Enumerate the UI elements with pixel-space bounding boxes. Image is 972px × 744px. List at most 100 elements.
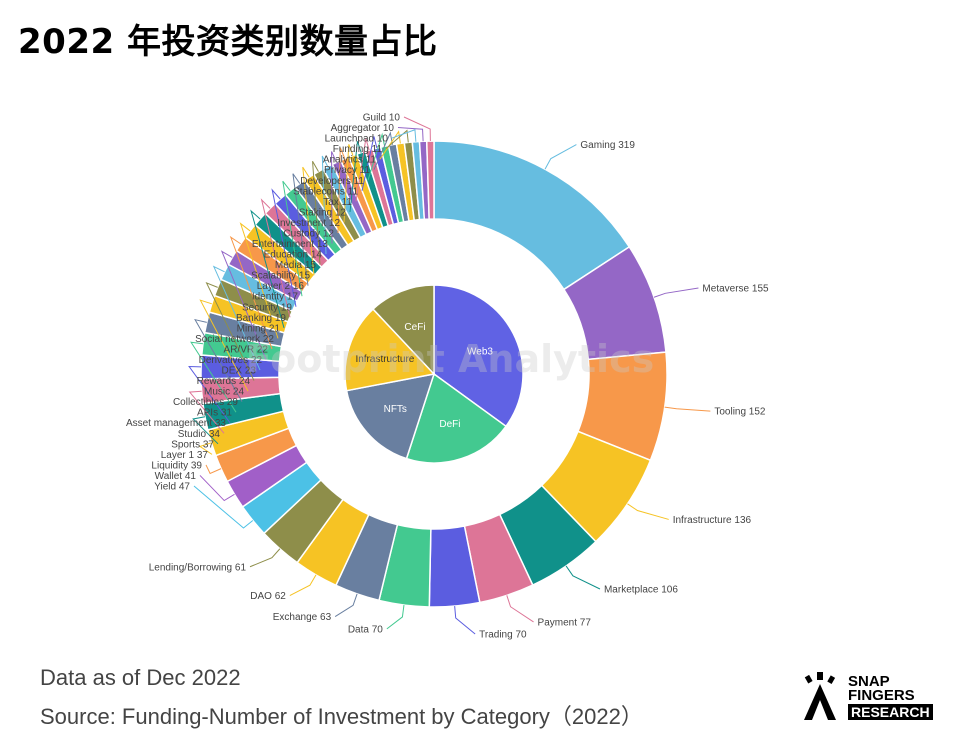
leader-line-launchpad [391,129,417,142]
slice-label-exchange: Exchange 63 [273,612,332,623]
slice-label-scalability: Scalability 15 [251,271,310,282]
slice-label-layer-1: Layer 1 37 [161,450,209,461]
leader-line-staking [349,141,362,212]
slice-label-ar-vr: AR/VR 22 [224,344,269,355]
inner-label-cefi: CeFi [404,322,425,333]
slice-label-studio: Studio 34 [178,429,221,440]
leader-line-tooling [664,406,711,412]
leader-line-apis [190,341,237,413]
leader-line-collectibles [194,318,243,402]
slice-label-education: Education 14 [264,250,323,261]
slice-label-dao: DAO 62 [250,591,286,602]
leader-line-ar-vr [229,235,273,350]
leader-line-identity [282,180,303,297]
inner-pie: Web3 DeFi NFTs Infrastructure CeFi [344,284,524,464]
leader-line-banking [260,198,291,318]
slice-label-apis: APIs 31 [197,408,232,419]
leader-line-sports [192,416,219,445]
outer-labels: Gaming 319 Metaverse 155 Tooling 152 Infras… [126,113,769,641]
leader-line-funding [385,129,409,150]
slice-label-layer-2: Layer 2 16 [257,281,305,292]
leader-line-rewards [205,281,255,381]
leader-line-liquidity [205,464,222,475]
slice-label-launchpad: Launchpad 10 [325,134,389,145]
slice-label-aggregator: Aggregator 10 [331,123,395,134]
slice-label-funding: Funding 11 [333,144,383,155]
leader-line-education [321,155,329,255]
leader-line-payment [506,595,534,623]
leader-line-developers [367,132,386,181]
leader-line-investment [343,144,354,223]
leader-line-infrastructure [627,503,669,520]
leader-line-layer-1 [198,442,213,455]
slice-label-wallet: Wallet 41 [155,471,197,482]
leader-line-lending-borrowing [249,548,281,568]
slice-label-payment: Payment 77 [538,617,592,628]
inner-slice-nfts [345,373,436,460]
slice-label-analytics: Analytics 11 [323,155,377,166]
slice-label-tooling: Tooling 152 [714,407,766,418]
slice-label-liquidity: Liquidity 39 [151,460,202,471]
slice-label-banking: Banking 19 [236,313,286,324]
slice-label-yield: Yield 47 [154,482,190,493]
logo-text-snap: SNAP [848,673,890,690]
slice-label-media: Media 15 [275,260,317,271]
inner-label-nfts: NFTs [384,404,407,415]
leader-line-metaverse [653,287,699,298]
inner-label-web3: Web3 [467,347,493,358]
slice-label-dex: DEX 23 [222,366,257,377]
leader-line-entertainment [331,151,338,244]
slice-label-gaming: Gaming 319 [580,140,635,151]
leader-line-tax [355,138,370,202]
slice-label-derivatives: Derivatives 22 [199,355,263,366]
slice-label-data: Data 70 [348,624,383,635]
inner-label-infrastructure: Infrastructure [355,354,414,365]
slice-label-staking: Staking 12 [299,207,347,218]
leader-line-guild [403,116,431,142]
slice-label-stablecoins: Stablecoins 11 [293,186,358,197]
leader-line-yield [193,485,254,529]
slice-guild [425,140,435,220]
leader-line-dex [212,265,261,371]
slice-label-lending-borrowing: Lending/Borrowing 61 [149,562,247,573]
slice-label-guild: Guild 10 [363,113,401,124]
leader-line-music [199,299,249,392]
leader-line-gaming [544,144,577,170]
slice-label-identity: Identity 17 [252,292,299,303]
leader-line-studio [188,390,225,434]
inner-slice-infrastructure [344,308,436,392]
slice-label-privacy: Privacy 11 [324,165,370,176]
slice-label-collectibles: Collectibles 29 [173,397,238,408]
source-note: Source: Funding-Number of Investment by … [40,704,643,729]
slice-label-security: Security 19 [242,302,292,313]
slice-label-social-network: Social network 22 [195,334,274,345]
leader-line-wallet [199,475,235,502]
slice-label-marketplace: Marketplace 106 [604,585,678,596]
inner-label-defi: DeFi [439,419,460,430]
snap-fingers-research-logo: SNAP FINGERS RESEARCH [800,670,950,722]
logo-mark-icon [804,672,836,720]
leader-line-mining [250,209,285,328]
leader-line-dao [289,574,317,597]
slice-label-metaverse: Metaverse 155 [702,284,769,295]
page-title: 2022 年投资类别数量占比 [18,22,438,62]
leader-line-custody [337,147,346,233]
leader-line-derivatives [220,250,267,360]
leader-line-marketplace [565,565,601,590]
leader-line-privacy [373,131,393,170]
leader-line-social-network [239,222,279,339]
leader-line-exchange [334,593,358,618]
slice-label-mining: Mining 21 [237,323,281,334]
slice-label-developers: Developers 11 [300,176,364,187]
leader-line-data [386,604,405,630]
watermark: Footprint Analytics [246,337,654,381]
leader-line-aggregator [397,127,424,142]
slice-label-custody: Custody 12 [283,228,334,239]
slice-label-investment: Investment 12 [277,218,340,229]
slice-label-tax: Tax 11 [323,197,352,208]
slice-label-infrastructure: Infrastructure 136 [673,515,752,526]
inner-slice-cefi [372,284,435,376]
data-date-note: Data as of Dec 2022 [40,665,241,690]
leader-line-trading [454,606,476,635]
leader-line-asset-management [188,366,231,424]
